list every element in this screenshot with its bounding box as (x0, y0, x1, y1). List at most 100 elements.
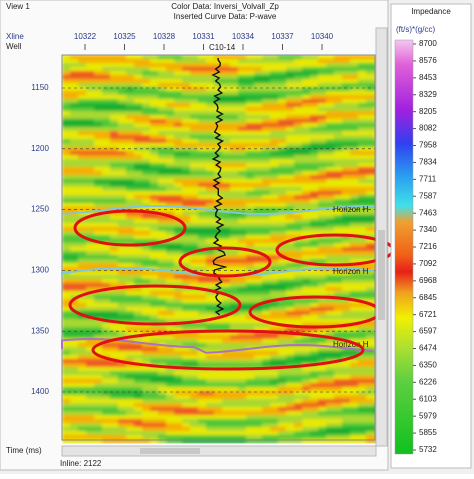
seismic-cell (86, 123, 95, 128)
seismic-cell (238, 175, 247, 180)
h-scrollbar[interactable] (61, 445, 377, 457)
seismic-cell (214, 415, 223, 420)
seismic-cell (222, 59, 231, 64)
seismic-cell (326, 435, 335, 440)
seismic-cell (350, 271, 359, 276)
seismic-cell (358, 103, 367, 108)
seismic-cell (350, 279, 359, 284)
seismic-cell (86, 399, 95, 404)
seismic-cell (134, 147, 143, 152)
seismic-cell (262, 259, 271, 264)
seismic-cell (278, 63, 287, 68)
seismic-cell (206, 307, 215, 312)
seismic-cell (134, 347, 143, 352)
seismic-cell (110, 219, 119, 224)
seismic-cell (278, 231, 287, 236)
seismic-cell (318, 331, 327, 336)
seismic-cell (78, 79, 87, 84)
seismic-cell (254, 243, 263, 248)
seismic-cell (166, 407, 175, 412)
seismic-cell (350, 167, 359, 172)
seismic-cell (262, 227, 271, 232)
seismic-cell (198, 415, 207, 420)
seismic-cell (134, 183, 143, 188)
seismic-cell (126, 295, 135, 300)
annotation-ellipse (91, 329, 365, 371)
seismic-cell (206, 271, 215, 276)
seismic-cell (262, 91, 271, 96)
seismic-cell (254, 163, 263, 168)
seismic-cell (278, 111, 287, 116)
seismic-cell (366, 95, 375, 100)
seismic-cell (238, 59, 247, 64)
seismic-cell (302, 323, 311, 328)
seismic-cell (142, 75, 151, 80)
seismic-cell (158, 63, 167, 68)
seismic-cell (110, 235, 119, 240)
seismic-cell (358, 231, 367, 236)
seismic-cell (326, 115, 335, 120)
seismic-cell (214, 355, 223, 360)
seismic-cell (102, 159, 111, 164)
seismic-cell (126, 251, 135, 256)
seismic-cell (158, 187, 167, 192)
seismic-cell (222, 399, 231, 404)
seismic-cell (230, 163, 239, 168)
seismic-cell (246, 87, 255, 92)
seismic-cell (86, 319, 95, 324)
seismic-cell (166, 211, 175, 216)
seismic-cell (134, 279, 143, 284)
seismic-cell (318, 435, 327, 440)
h-scroll-thumb[interactable] (140, 448, 200, 454)
seismic-cell (190, 95, 199, 100)
seismic-cell (286, 247, 295, 252)
seismic-cell (166, 131, 175, 136)
seismic-cell (246, 207, 255, 212)
seismic-cell (230, 107, 239, 112)
seismic-cell (174, 135, 183, 140)
seismic-cell (126, 355, 135, 360)
seismic-cell (334, 387, 343, 392)
seismic-cell (214, 407, 223, 412)
v-scroll-thumb[interactable] (378, 230, 385, 320)
seismic-cell (70, 311, 79, 316)
seismic-cell (342, 79, 351, 84)
seismic-cell (102, 191, 111, 196)
seismic-cell (334, 339, 343, 344)
seismic-cell (118, 271, 127, 276)
seismic-cell (70, 171, 79, 176)
seismic-cell (182, 387, 191, 392)
seismic-cell (326, 147, 335, 152)
seismic-cell (110, 335, 119, 340)
seismic-cell (262, 331, 271, 336)
seismic-cell (150, 87, 159, 92)
seismic-cell (86, 299, 95, 304)
seismic-cell (350, 107, 359, 112)
seismic-cell (246, 363, 255, 368)
seismic-cell (110, 119, 119, 124)
seismic-cell (62, 391, 71, 396)
seismic-cell (302, 151, 311, 156)
seismic-cell (230, 99, 239, 104)
seismic-cell (358, 163, 367, 168)
seismic-cell (182, 427, 191, 432)
seismic-cell (62, 79, 71, 84)
seismic-cell (254, 91, 263, 96)
seismic-cell (302, 127, 311, 132)
seismic-cell (278, 327, 287, 332)
seismic-cell (126, 227, 135, 232)
seismic-cell (86, 259, 95, 264)
seismic-cell (278, 379, 287, 384)
seismic-cell (350, 55, 359, 60)
seismic-cell (110, 159, 119, 164)
seismic-cell (174, 291, 183, 296)
colorbar-label: 7587 (419, 191, 437, 200)
seismic-cell (366, 227, 375, 232)
colorbar-label: 6474 (419, 344, 437, 353)
seismic-cell (310, 383, 319, 388)
seismic-cell (310, 195, 319, 200)
seismic-cell (142, 307, 151, 312)
seismic-cell (190, 283, 199, 288)
seismic-cell (134, 95, 143, 100)
seismic-cell (358, 131, 367, 136)
